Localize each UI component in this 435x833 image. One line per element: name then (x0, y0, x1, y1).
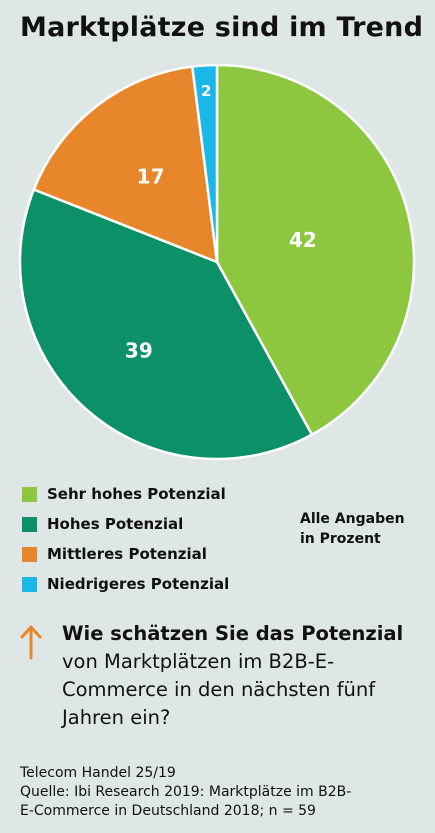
legend-swatch (22, 516, 37, 532)
slice-sehr-hoch (215, 63, 416, 436)
slice-value-label: 17 (137, 164, 165, 188)
legend-label: Mittleres Potenzial (47, 545, 207, 563)
question-rest: von Marktplätzen im B2B-E-Commerce in de… (62, 650, 376, 729)
legend-label: Sehr hohes Potenzial (47, 485, 226, 503)
slice-niedrig (191, 63, 219, 264)
legend-swatch (22, 486, 37, 502)
unit-note: Alle Angaben in Prozent (300, 509, 405, 549)
slice-value-label: 42 (289, 228, 317, 252)
legend-item-hoch: Hohes Potenzial (22, 514, 229, 534)
slice-value-label: 39 (125, 339, 153, 363)
source-footer: Telecom Handel 25/19 Quelle: Ibi Researc… (20, 764, 351, 821)
source-line: Quelle: Ibi Research 2019: Marktplätze i… (20, 784, 352, 800)
chart-title: Marktplätze sind im Trend (20, 12, 424, 43)
legend-item-mittel: Mittleres Potenzial (22, 544, 229, 564)
arrow-up-icon (20, 625, 42, 660)
legend-swatch (22, 546, 37, 562)
legend-item-niedrig: Niedrigeres Potenzial (22, 574, 229, 594)
source-line: E-Commerce in Deutschland 2018; n = 59 (20, 803, 316, 819)
unit-note-line: in Prozent (300, 531, 381, 547)
slice-mittel (32, 65, 219, 264)
legend: Sehr hohes Potenzial Hohes Potenzial Mit… (22, 484, 229, 604)
publication-line: Telecom Handel 25/19 (20, 765, 176, 781)
legend-label: Hohes Potenzial (47, 515, 184, 533)
legend-swatch (22, 576, 37, 592)
legend-item-sehr-hoch: Sehr hohes Potenzial (22, 484, 229, 504)
question-text: Wie schätzen Sie das Potenzial von Markt… (62, 620, 425, 732)
pie-chart: 42 39 17 2 (18, 63, 416, 461)
slice-hoch (18, 188, 314, 461)
survey-question: Wie schätzen Sie das Potenzial von Markt… (20, 620, 425, 732)
unit-note-line: Alle Angaben (300, 511, 405, 527)
slice-value-label: 2 (201, 82, 211, 100)
legend-label: Niedrigeres Potenzial (47, 575, 230, 593)
question-bold: Wie schätzen Sie das Potenzial (62, 622, 404, 645)
